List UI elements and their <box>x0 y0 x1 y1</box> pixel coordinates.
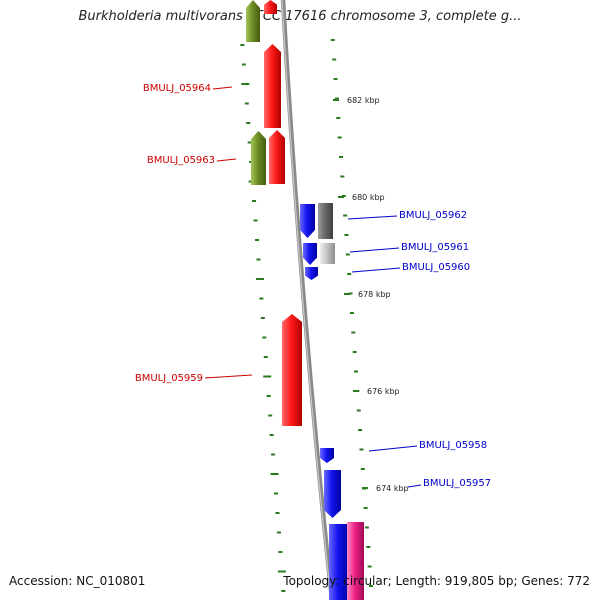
gene-labels: BMULJ_05964 BMULJ_05963 BMULJ_05962 BMULJ_0… <box>135 83 491 489</box>
gene-arrow <box>303 243 317 265</box>
gene-label: BMULJ_05957 <box>423 478 491 489</box>
gene-arrow <box>320 448 334 463</box>
gene-label: BMULJ_05962 <box>399 210 467 221</box>
gene-arrow <box>318 203 333 239</box>
gene-arrow <box>300 204 315 238</box>
label-leader-line <box>368 445 418 452</box>
label-leader-line <box>347 215 398 220</box>
gene-arrow <box>264 44 281 128</box>
gene-label: BMULJ_05960 <box>402 262 470 273</box>
gene-label: BMULJ_05961 <box>401 242 469 253</box>
label-leader-line <box>407 484 422 488</box>
kbp-label: 682 kbp <box>347 96 380 105</box>
label-leader-line <box>216 158 237 162</box>
gene-label: BMULJ_05958 <box>419 440 487 451</box>
gene-arrow <box>251 131 266 185</box>
backbone <box>280 0 335 600</box>
gene-arrow <box>305 267 318 280</box>
gene-arrow <box>269 130 285 184</box>
gene-arrow <box>246 0 260 42</box>
gene-arrow <box>264 0 277 14</box>
gene-features <box>246 0 364 600</box>
gene-arrow <box>320 243 335 264</box>
label-leader-line <box>212 86 233 90</box>
gene-label: BMULJ_05964 <box>143 83 211 94</box>
gene-label: BMULJ_05959 <box>135 373 203 384</box>
kbp-label: 678 kbp <box>358 290 391 299</box>
backbone-line <box>280 0 335 600</box>
accession-text: Accession: NC_010801 <box>9 574 146 588</box>
backbone-highlight <box>281 0 332 600</box>
label-leader-line <box>351 267 401 273</box>
map-title: Burkholderia multivorans ATCC 17616 chro… <box>78 9 522 24</box>
gene-arrow <box>329 524 348 600</box>
label-leader-line <box>204 374 253 379</box>
gene-arrow <box>347 522 364 600</box>
kbp-labels: 682 kbp 680 kbp 678 kbp 676 kbp 674 kbp <box>333 96 409 493</box>
gene-arrow <box>282 314 302 426</box>
kbp-label: 680 kbp <box>352 193 385 202</box>
kbp-label: 674 kbp <box>376 484 409 493</box>
gene-arrow <box>324 470 341 518</box>
label-leaders <box>204 86 422 488</box>
kbp-label: 676 kbp <box>367 387 400 396</box>
gene-label: BMULJ_05963 <box>147 155 215 166</box>
topology-summary: Topology: circular; Length: 919,805 bp; … <box>283 574 590 588</box>
label-leader-line <box>349 247 400 253</box>
